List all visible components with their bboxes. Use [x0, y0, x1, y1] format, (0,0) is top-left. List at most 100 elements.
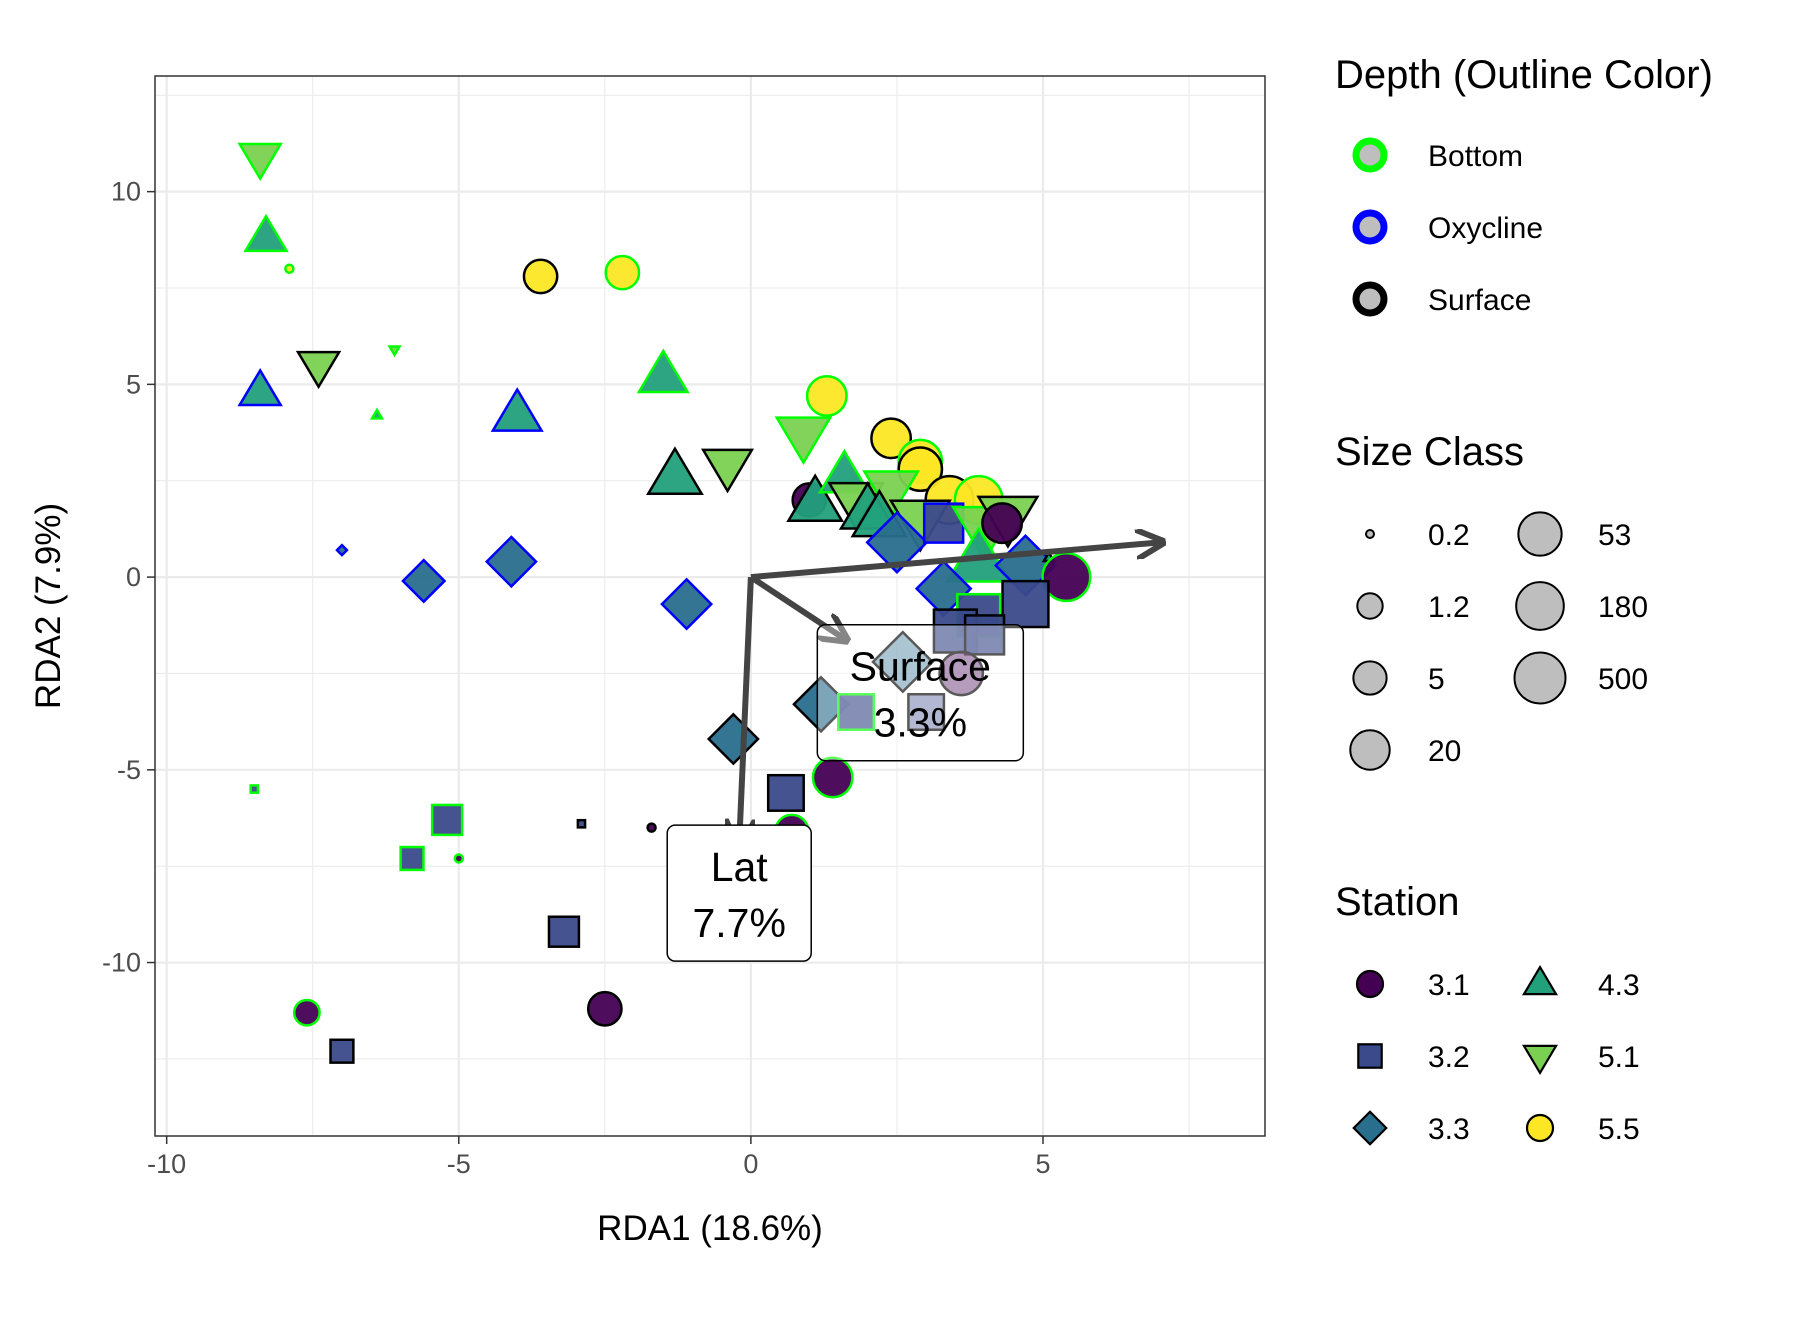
data-point-station-3-1: [811, 756, 854, 799]
data-point-station-3-2: [1001, 579, 1050, 629]
data-point-station-5-1: [295, 350, 342, 390]
size-legend-label: 53: [1598, 519, 1631, 552]
station-legend-key: [1525, 1113, 1555, 1143]
y-axis-title: RDA2 (7.9%): [29, 503, 68, 709]
y-tick-label: 5: [126, 369, 141, 399]
depth-legend-key: [1352, 137, 1388, 173]
biplot-arrow-lat: [739, 576, 751, 843]
data-point-station-3-3: [865, 510, 929, 574]
data-point-station-3-1: [1041, 552, 1092, 603]
size-legend-title: Size Class: [1335, 430, 1524, 474]
depth-legend: Depth (Outline Color) Bottom Oxycline Surf…: [1335, 53, 1713, 317]
data-point-station-3-2: [766, 773, 805, 812]
x-tick-label: -5: [447, 1149, 471, 1179]
plot-panel-border: [154, 75, 1266, 1137]
depth-legend-label: Surface: [1428, 284, 1531, 317]
data-points: [237, 142, 1092, 1064]
data-point-station-3-2: [547, 915, 581, 948]
depth-legend-key: [1352, 209, 1388, 245]
size-legend-key: [1356, 592, 1384, 620]
biplot-arrows: Lat 7.7% Surface 3.3%: [666, 542, 1160, 962]
data-point-station-4-3: [636, 348, 690, 394]
data-point-station-4-3: [490, 387, 544, 432]
data-point-station-3-1: [981, 502, 1024, 545]
depth-legend-title: Depth (Outline Color): [1335, 53, 1713, 97]
size-legend-key: [1513, 651, 1567, 705]
x-tick-label: -10: [147, 1149, 186, 1179]
depth-legend-label: Oxycline: [1428, 212, 1543, 245]
data-point-station-5-1: [700, 448, 755, 494]
size-legend-label: 500: [1598, 663, 1648, 696]
size-legend-key: [1352, 660, 1388, 696]
station-legend-key: [1357, 1043, 1383, 1069]
size-legend-label: 20: [1428, 735, 1461, 768]
size-legend-label: 1.2: [1428, 591, 1470, 624]
data-point-station-3-2: [399, 845, 425, 872]
data-point-station-3-3: [401, 558, 447, 604]
y-tick-label: -10: [102, 948, 141, 978]
station-legend: Station 3.1 3.2 3.3 4.3 5.1 5.5: [1335, 880, 1640, 1146]
data-point-station-5-1: [774, 416, 833, 466]
x-axis-title: RDA1 (18.6%): [597, 1209, 823, 1248]
station-legend-label: 3.3: [1428, 1113, 1470, 1146]
size-legend-label: 180: [1598, 591, 1648, 624]
data-point-station-3-3: [871, 630, 935, 694]
y-tick-label: 0: [126, 562, 141, 592]
data-point-station-3-1: [938, 650, 985, 697]
x-tick-label: 5: [1035, 1149, 1050, 1179]
data-point-station-3-2: [837, 692, 876, 732]
size-legend-label: 0.2: [1428, 519, 1470, 552]
data-point-station-5-1: [237, 142, 283, 182]
station-legend-title: Station: [1335, 880, 1460, 924]
biplot-label-box-lat: [666, 824, 812, 962]
data-point-station-5-5: [604, 254, 641, 291]
biplot-label-name: Lat: [711, 844, 769, 890]
station-legend-key: [1352, 1110, 1388, 1146]
data-point-station-3-1: [646, 822, 657, 833]
station-legend-key: [1522, 1044, 1558, 1076]
biplot-label-name: Surface: [850, 644, 991, 690]
size-legend-key: [1517, 511, 1563, 557]
depth-legend-label: Bottom: [1428, 140, 1523, 173]
biplot-arrow-surface: [749, 574, 844, 639]
data-point-station-5-5: [870, 417, 913, 460]
data-point-station-3-2: [430, 803, 464, 837]
biplot-arrow-rda1: [750, 542, 1160, 581]
data-point-station-4-3: [646, 446, 704, 495]
data-point-station-4-3: [369, 407, 385, 420]
biplot-label-box-surface: [816, 623, 1025, 762]
axis-ticks: -10 -5 0 5 10 5 0 -5 -10: [102, 177, 1051, 1179]
data-point-station-3-2: [249, 784, 260, 794]
data-point-station-3-2: [907, 692, 946, 732]
data-point-station-5-5: [805, 374, 848, 417]
x-tick-label: 0: [743, 1149, 758, 1179]
data-point-station-3-1: [292, 998, 321, 1027]
data-point-station-3-2: [329, 1038, 355, 1064]
station-legend-label: 5.5: [1598, 1113, 1640, 1146]
data-point-station-4-3: [237, 367, 283, 407]
data-point-station-3-3: [335, 543, 349, 557]
data-point-station-3-1: [586, 990, 623, 1027]
y-tick-label: -5: [117, 755, 141, 785]
biplot-label-percent: 7.7%: [692, 900, 785, 946]
data-point-station-3-3: [660, 577, 714, 631]
y-tick-label: 10: [111, 177, 141, 207]
station-legend-key: [1355, 969, 1385, 999]
size-legend: Size Class 0.2 1.2 5 20 53 180 500: [1335, 430, 1648, 771]
station-legend-label: 3.2: [1428, 1041, 1470, 1074]
data-point-station-3-2: [576, 818, 587, 829]
size-legend-key: [1515, 581, 1565, 631]
data-point-station-4-3: [786, 473, 845, 522]
station-legend-label: 4.3: [1598, 969, 1640, 1002]
data-point-station-5-5: [284, 263, 295, 274]
size-legend-key: [1349, 729, 1391, 771]
station-legend-label: 3.1: [1428, 969, 1470, 1002]
station-legend-label: 5.1: [1598, 1041, 1640, 1074]
size-legend-key: [1365, 529, 1375, 539]
depth-legend-key: [1352, 281, 1388, 317]
data-point-station-3-1: [453, 853, 465, 864]
data-point-station-5-5: [522, 258, 559, 295]
station-legend-key: [1522, 964, 1558, 996]
data-point-station-3-2: [963, 614, 1006, 656]
